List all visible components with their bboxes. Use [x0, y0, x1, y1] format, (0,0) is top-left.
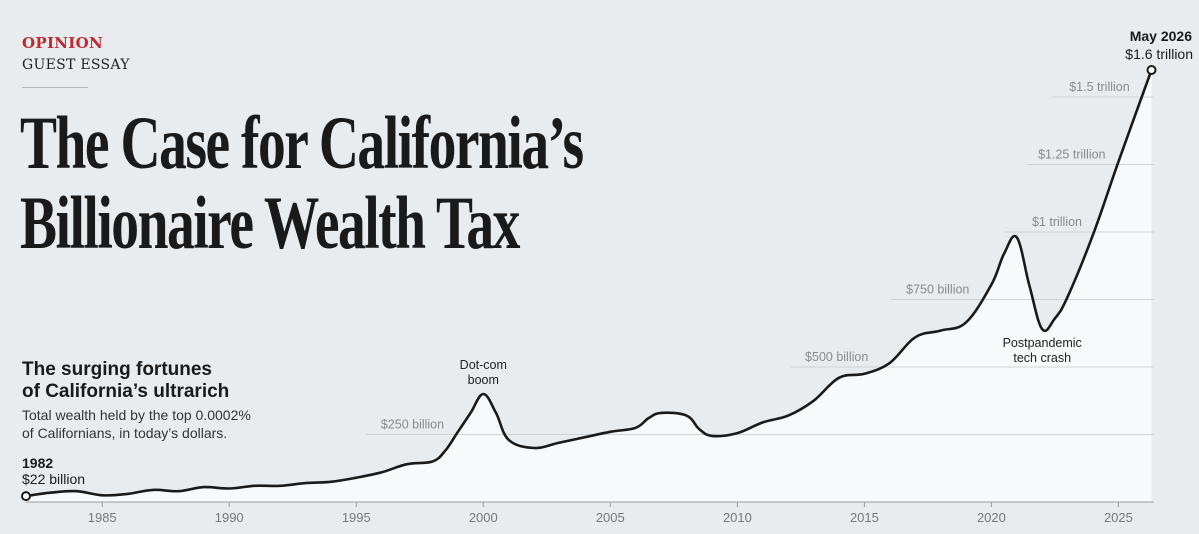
chart-subtitle-line-2: of Californians, in today’s dollars.: [22, 425, 228, 441]
headline-line-1: The Case for California’s: [20, 102, 584, 185]
x-axis-ticks: 1985 1990 1995 2000 2005 2010 2015 2020 2025: [88, 502, 1133, 525]
gridline-label-1000: $1 trillion: [1032, 215, 1082, 229]
x-tick-label-1995: 1995: [342, 510, 371, 525]
start-value-label: $22 billion: [22, 471, 85, 487]
x-tick-label-2000: 2000: [469, 510, 498, 525]
x-tick-label-1985: 1985: [88, 510, 117, 525]
end-point-marker: [1146, 65, 1157, 75]
annotation-1-line-2: tech crash: [1013, 351, 1071, 365]
x-tick-label-2025: 2025: [1104, 510, 1133, 525]
chart-title-line-1: The surging fortunes: [22, 359, 212, 380]
end-year-label: May 2026: [1130, 28, 1192, 44]
x-tick-label-2020: 2020: [977, 510, 1006, 525]
wealth-area-fill: [26, 70, 1152, 502]
gridline-label-250: $250 billion: [381, 418, 444, 432]
chart-title-line-2: of California’s ultrarich: [22, 381, 230, 402]
gridline-label-1500: $1.5 trillion: [1069, 80, 1129, 94]
headline-line-2: Billionaire Wealth Tax: [20, 182, 520, 265]
x-tick-label-2015: 2015: [850, 510, 879, 525]
gridlines: $250 billion $500 billion $750 billion $1 t…: [366, 80, 1154, 435]
header-rule: [22, 87, 88, 88]
headline: The Case for California’s Billionaire We…: [20, 102, 584, 265]
annotation-1-line-1: Postpandemic: [1003, 336, 1082, 350]
gridline-label-500: $500 billion: [805, 350, 868, 364]
chart-subtitle: Total wealth held by the top 0.0002% of …: [22, 406, 251, 442]
gridline-label-1250: $1.25 trillion: [1038, 148, 1105, 162]
x-tick-label-2005: 2005: [596, 510, 625, 525]
wealth-series-line: [24, 68, 1153, 498]
chart-title: The surging fortunes of California’s ult…: [22, 359, 229, 403]
x-tick-label-2010: 2010: [723, 510, 752, 525]
end-value-label: $1.6 trillion: [1125, 46, 1193, 62]
annotation-0-line-2: boom: [468, 373, 499, 387]
gridline-label-750: $750 billion: [906, 283, 969, 297]
x-tick-label-1990: 1990: [215, 510, 244, 525]
chart-subtitle-line-1: Total wealth held by the top 0.0002%: [22, 407, 251, 423]
endpoint-markers: 1982$22 billion May 2026 $1.6 trillion: [21, 28, 1193, 502]
start-point-marker: [21, 491, 31, 502]
opinion-kicker[interactable]: OPINION: [22, 34, 103, 52]
annotation-0-line-1: Dot-com: [460, 358, 507, 372]
guest-essay-label: GUEST ESSAY: [22, 57, 130, 73]
start-year-label: 1982: [22, 455, 53, 471]
